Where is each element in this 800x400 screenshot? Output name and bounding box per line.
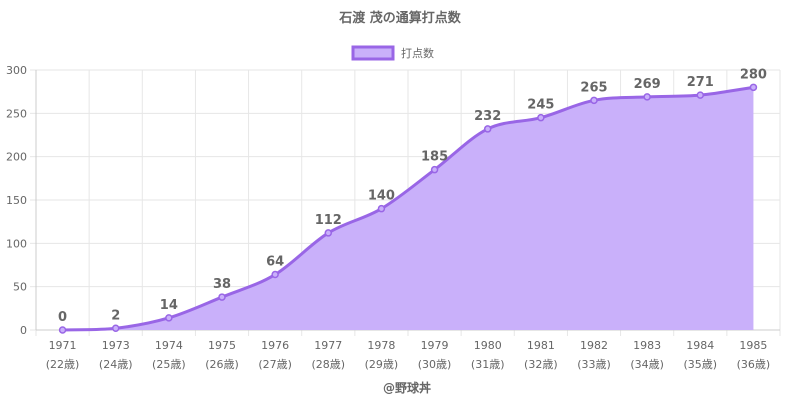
legend-swatch bbox=[351, 45, 395, 61]
data-point[interactable] bbox=[218, 293, 226, 301]
x-tick-sublabel: (24歳) bbox=[99, 358, 133, 371]
y-axis: 0 50 100 150 200 250 300 bbox=[6, 64, 37, 337]
x-tick-label: 1982 bbox=[580, 339, 608, 352]
data-point[interactable] bbox=[696, 91, 705, 99]
x-tick-label: 1971 bbox=[49, 339, 77, 352]
data-point[interactable] bbox=[58, 326, 67, 334]
series-line bbox=[62, 85, 754, 332]
x-tick-label: 1976 bbox=[261, 339, 289, 352]
y-tick-label: 200 bbox=[6, 151, 27, 164]
data-point[interactable] bbox=[324, 229, 333, 237]
data-labels: 0 2 14 38 64 112 140 185 232 245 265 269 271 280 bbox=[58, 67, 767, 325]
data-label: 280 bbox=[740, 67, 767, 82]
data-label: 112 bbox=[315, 213, 342, 228]
series-area bbox=[58, 83, 758, 334]
series-area-fill bbox=[62, 87, 754, 330]
x-tick-label: 1973 bbox=[102, 339, 130, 352]
x-tick-sublabel: (35歳) bbox=[683, 358, 717, 371]
x-tick-sublabel: (25歳) bbox=[152, 358, 186, 371]
x-tick-label: 1985 bbox=[739, 339, 767, 352]
data-point[interactable] bbox=[377, 204, 386, 213]
data-point[interactable] bbox=[537, 113, 545, 122]
data-label: 232 bbox=[474, 109, 501, 124]
x-tick-label: 1980 bbox=[474, 339, 502, 352]
x-tick-label: 1981 bbox=[527, 339, 555, 352]
y-tick-label: 250 bbox=[6, 107, 27, 120]
data-label: 140 bbox=[368, 189, 395, 204]
data-point[interactable] bbox=[271, 270, 279, 279]
x-tick-sublabel: (34歳) bbox=[630, 358, 664, 371]
x-tick-sublabel: (32歳) bbox=[524, 358, 558, 371]
x-tick-sublabel: (27歳) bbox=[258, 358, 292, 371]
data-label: 185 bbox=[421, 150, 448, 165]
credit-text: @野球丼 bbox=[383, 380, 431, 395]
data-label: 38 bbox=[213, 277, 231, 292]
x-tick-sublabel: (26歳) bbox=[205, 358, 239, 371]
data-label: 64 bbox=[266, 255, 284, 270]
x-tick-label: 1978 bbox=[367, 339, 395, 352]
data-point[interactable] bbox=[430, 165, 439, 174]
data-point[interactable] bbox=[111, 324, 120, 333]
x-tick-label: 1984 bbox=[686, 339, 714, 352]
x-tick-label: 1983 bbox=[633, 339, 661, 352]
data-point[interactable] bbox=[483, 125, 492, 133]
y-tick-label: 150 bbox=[6, 194, 27, 207]
x-tick-sublabel: (33歳) bbox=[577, 358, 611, 371]
data-point[interactable] bbox=[590, 96, 598, 105]
x-tick-sublabel: (29歳) bbox=[365, 358, 399, 371]
x-tick-sublabel: (30歳) bbox=[418, 358, 452, 371]
data-label: 265 bbox=[580, 80, 607, 95]
data-label: 0 bbox=[58, 310, 67, 325]
data-label: 14 bbox=[160, 298, 178, 313]
x-tick-label: 1974 bbox=[155, 339, 183, 352]
data-label: 245 bbox=[527, 98, 554, 113]
x-tick-sublabel: (28歳) bbox=[311, 358, 345, 371]
data-point[interactable] bbox=[165, 314, 173, 322]
data-point[interactable] bbox=[749, 83, 758, 92]
chart-title: 石渡 茂の通算打点数 bbox=[338, 10, 462, 26]
y-tick-label: 300 bbox=[6, 64, 27, 77]
x-tick-sublabel: (36歳) bbox=[737, 358, 771, 371]
legend[interactable]: 打点数 bbox=[351, 45, 434, 61]
y-tick-label: 0 bbox=[20, 324, 27, 337]
y-tick-label: 50 bbox=[13, 281, 27, 294]
data-label: 271 bbox=[687, 75, 714, 90]
x-axis: 1971 (22歳) 1973 (24歳) 1974 (25歳) 1975 (26歳) 1976… bbox=[36, 329, 780, 371]
legend-label: 打点数 bbox=[401, 46, 434, 60]
data-point[interactable] bbox=[643, 93, 651, 101]
data-label: 269 bbox=[634, 77, 661, 92]
x-tick-label: 1977 bbox=[314, 339, 342, 352]
x-tick-sublabel: (22歳) bbox=[46, 358, 80, 371]
x-tick-label: 1975 bbox=[208, 339, 236, 352]
x-tick-label: 1979 bbox=[421, 339, 449, 352]
y-tick-label: 100 bbox=[6, 237, 27, 250]
data-label: 2 bbox=[111, 308, 120, 323]
x-tick-sublabel: (31歳) bbox=[471, 358, 505, 371]
